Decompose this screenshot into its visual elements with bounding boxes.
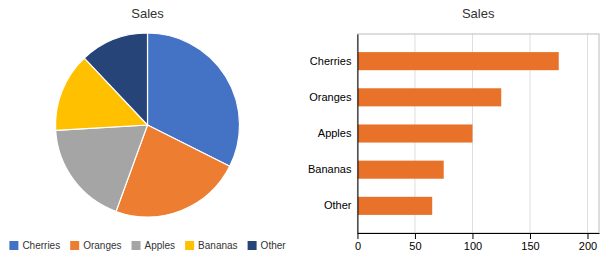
tick: 200 (579, 233, 597, 252)
tick: 50 (409, 233, 421, 252)
legend-swatch (9, 241, 18, 250)
chart-title: Sales (462, 6, 495, 21)
tick: 150 (521, 233, 539, 252)
legend-item: Apples (132, 240, 176, 251)
x-axis: 0 50 100 150 200 (355, 233, 600, 252)
tick-label: 200 (579, 240, 597, 252)
grid-line (587, 34, 588, 233)
tick-mark (530, 233, 531, 239)
bars (357, 52, 558, 215)
tick-mark (357, 233, 358, 239)
legend-item: Other (248, 240, 287, 251)
tick-label: Oranges (309, 91, 352, 103)
legend-label: Other (261, 240, 287, 251)
tick-mark (587, 233, 588, 239)
bar (357, 197, 432, 215)
tick-label: Apples (318, 127, 352, 139)
bar-panel: Sales 0 50 100 150 200 Cherries Oranges Apples Ba… (308, 6, 600, 252)
y-axis: Cherries Oranges Apples Bananas Other (308, 35, 358, 234)
pie-slice (56, 125, 148, 211)
chart-root: SalesCherriesOrangesApplesBananasOtherSa… (0, 0, 613, 261)
tick-label: Bananas (308, 163, 352, 175)
axis-line (357, 35, 358, 234)
bar (357, 88, 501, 106)
bar (357, 161, 443, 179)
bar (357, 52, 558, 70)
pie-slice (84, 33, 147, 125)
chart-title: Sales (131, 6, 164, 21)
tick: Oranges (309, 91, 357, 103)
tick-label: 100 (464, 240, 482, 252)
tick-label: Other (324, 199, 352, 211)
tick-label: 150 (521, 240, 539, 252)
legend: Cherries Oranges Apples Bananas Other (9, 240, 286, 251)
legend-swatch (185, 241, 194, 250)
legend-label: Oranges (83, 240, 121, 251)
bar (357, 124, 472, 142)
tick: Bananas (308, 163, 357, 175)
tick-mark (472, 233, 473, 239)
legend-item: Bananas (185, 240, 237, 251)
legend-label: Apples (145, 240, 176, 251)
legend-swatch (70, 241, 79, 250)
pie-panel: Sales Cherries Oranges Apples Bananas Other (9, 6, 286, 251)
legend-label: Bananas (198, 240, 237, 251)
legend-label: Cherries (22, 240, 60, 251)
tick-label: 50 (409, 240, 421, 252)
tick: Apples (318, 127, 358, 139)
legend-item: Oranges (70, 240, 121, 251)
grid (357, 34, 587, 233)
tick-label: 0 (355, 240, 361, 252)
legend-swatch (248, 241, 257, 250)
tick: Cherries (310, 55, 358, 67)
pie-slices (56, 33, 240, 217)
tick: 0 (355, 233, 361, 252)
legend-item: Cherries (9, 240, 60, 251)
tick: 100 (464, 233, 482, 252)
tick-label: Cherries (310, 55, 352, 67)
tick-mark (415, 233, 416, 239)
legend-swatch (132, 241, 141, 250)
tick: Other (324, 199, 358, 211)
plot-frame (357, 34, 599, 233)
axis-line (358, 233, 600, 234)
